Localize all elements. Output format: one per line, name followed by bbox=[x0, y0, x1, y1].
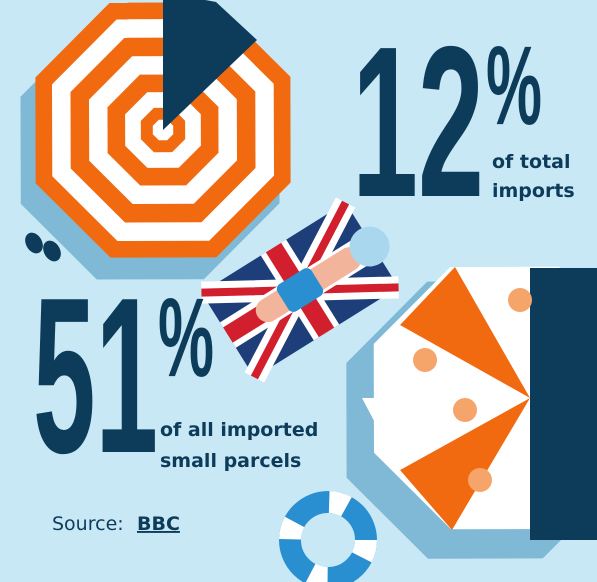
flower bbox=[508, 288, 532, 312]
stat-number: 51 bbox=[33, 252, 158, 500]
lifebuoy bbox=[290, 502, 366, 578]
source-link[interactable]: BBC bbox=[137, 513, 180, 535]
source-label: Source: bbox=[52, 513, 124, 535]
flower bbox=[468, 468, 492, 492]
stat-caption: imports bbox=[492, 180, 575, 202]
flower bbox=[413, 348, 437, 372]
umbrella-slice bbox=[530, 268, 597, 540]
stat-unit: % bbox=[486, 23, 542, 148]
stat-caption: of total bbox=[492, 151, 571, 173]
stat-number: 12 bbox=[352, 1, 484, 242]
infographic: 12 % of total imports 51 % of all import… bbox=[0, 0, 597, 582]
stat-caption: small parcels bbox=[160, 450, 301, 472]
stat-unit: % bbox=[158, 275, 214, 400]
stat-caption: of all imported bbox=[160, 419, 318, 441]
flower bbox=[453, 398, 477, 422]
